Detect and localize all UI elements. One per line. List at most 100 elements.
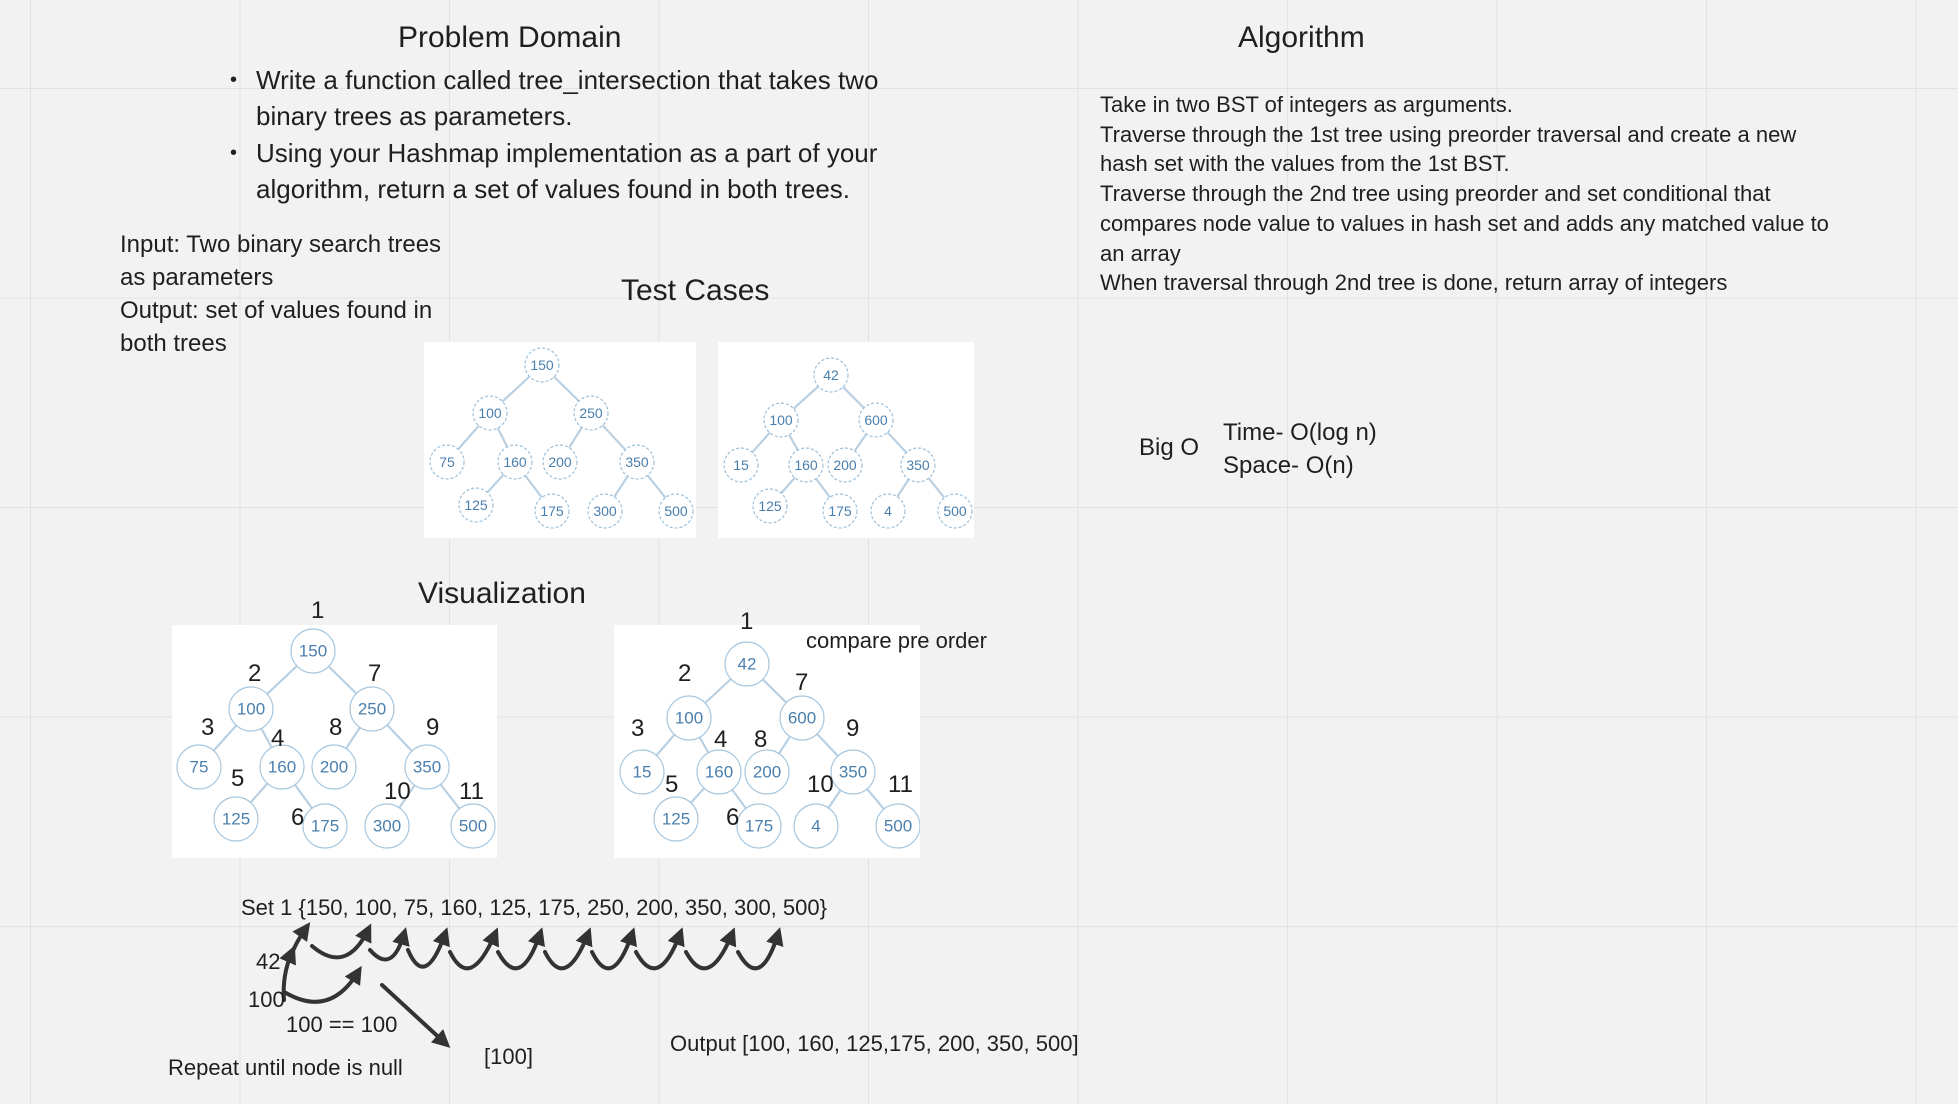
tree-node: 75 bbox=[429, 444, 465, 480]
tree-node-label: 600 bbox=[788, 709, 816, 728]
tree-node-label: 200 bbox=[548, 454, 572, 470]
tree-node: 125 bbox=[653, 796, 699, 842]
tree-node: 350 bbox=[900, 447, 936, 483]
tree-node-label: 500 bbox=[884, 817, 912, 836]
order-label: 1 bbox=[311, 597, 325, 624]
tree-node-label: 75 bbox=[190, 758, 209, 777]
order-label: 7 bbox=[795, 669, 809, 696]
test-tree-1-diagram: 150 100 250 75 160 200 350 125 175 300 500 bbox=[429, 347, 694, 529]
tree-node: 100 bbox=[472, 395, 508, 431]
tree-node-label: 250 bbox=[358, 700, 386, 719]
order-label: 11 bbox=[888, 771, 913, 798]
tree-node: 250 bbox=[349, 686, 395, 732]
tree-node-label: 200 bbox=[833, 457, 857, 473]
tree-node: 42 bbox=[724, 641, 770, 687]
tree-node-label: 100 bbox=[237, 700, 265, 719]
tree-node: 100 bbox=[666, 695, 712, 741]
tree-node: 175 bbox=[736, 803, 782, 849]
tree-node: 175 bbox=[534, 493, 570, 529]
arrow-175-to-250 bbox=[543, 927, 593, 971]
tree-node-label: 300 bbox=[593, 503, 617, 519]
tree-node: 250 bbox=[573, 395, 609, 431]
tree-node: 350 bbox=[619, 444, 655, 480]
tree-node: 150 bbox=[524, 347, 560, 383]
test-tree-2-panel: 42 100 600 15 160 200 350 125 175 4 500 bbox=[718, 342, 974, 538]
arrow-250-to-200 bbox=[590, 927, 637, 971]
equality-note: 100 == 100 bbox=[286, 1012, 398, 1037]
tree-node: 160 bbox=[788, 447, 824, 483]
tree-node: 600 bbox=[779, 695, 825, 741]
tree-node-label: 350 bbox=[839, 763, 867, 782]
tree-node: 600 bbox=[858, 402, 894, 438]
tree-node-label: 350 bbox=[413, 758, 441, 777]
tree-node-label: 100 bbox=[769, 412, 793, 428]
tree-node-label: 75 bbox=[439, 454, 455, 470]
big-o-values: Time- O(log n) Space- O(n) bbox=[1223, 416, 1377, 482]
test-tree-2-diagram: 42 100 600 15 160 200 350 125 175 4 500 bbox=[723, 357, 973, 529]
tree-node-label: 160 bbox=[705, 763, 733, 782]
tree-node-label: 350 bbox=[906, 457, 930, 473]
tree-node: 200 bbox=[542, 444, 578, 480]
algorithm-step-4: When traversal through 2nd tree is done,… bbox=[1100, 270, 1728, 296]
big-o-label: Big O bbox=[1139, 434, 1200, 461]
tree-node-label: 150 bbox=[530, 357, 554, 373]
arrow-75-to-160 bbox=[406, 927, 450, 969]
tree-node-label: 500 bbox=[664, 503, 688, 519]
tree-node: 4 bbox=[870, 493, 906, 529]
result-array: [100] bbox=[484, 1044, 533, 1069]
tree-node-label: 15 bbox=[733, 457, 749, 473]
tree-node: 75 bbox=[176, 744, 222, 790]
big-o-time: Time- O(log n) bbox=[1223, 419, 1377, 446]
order-label: 10 bbox=[807, 771, 834, 798]
tree-node-label: 160 bbox=[268, 758, 296, 777]
arrow-match-to-result bbox=[380, 983, 451, 1048]
algorithm-step-3: Traverse through the 2nd tree using preo… bbox=[1100, 181, 1829, 266]
arrow-100-to-75 bbox=[368, 927, 410, 962]
tree-node-label: 4 bbox=[884, 503, 892, 519]
order-label: 7 bbox=[368, 660, 382, 687]
tree-node-label: 15 bbox=[633, 763, 652, 782]
tree-node: 160 bbox=[696, 749, 742, 795]
order-label: 5 bbox=[665, 771, 679, 798]
algorithm-step-1: Take in two BST of integers as arguments… bbox=[1100, 92, 1513, 117]
order-label: 8 bbox=[754, 726, 768, 753]
tree-node-label: 500 bbox=[943, 503, 967, 519]
tree-node: 100 bbox=[763, 402, 799, 438]
tree-node: 125 bbox=[752, 488, 788, 524]
tree-node-label: 125 bbox=[662, 810, 690, 829]
tree-node-label: 350 bbox=[625, 454, 649, 470]
label-100: 100 bbox=[248, 987, 285, 1012]
tree-node-label: 300 bbox=[373, 817, 401, 836]
tree-node: 15 bbox=[619, 749, 665, 795]
tree-node-label: 150 bbox=[299, 642, 327, 661]
viz-tree-1-panel: 150 100 250 75 160 200 350 125 175 300 500 bbox=[172, 625, 497, 858]
order-label: 4 bbox=[271, 725, 285, 752]
tree-node: 500 bbox=[937, 493, 973, 529]
order-label: 3 bbox=[631, 715, 645, 742]
algorithm-heading: Algorithm bbox=[1238, 21, 1365, 54]
arrow-200-to-350 bbox=[634, 927, 685, 971]
tree-node-label: 160 bbox=[503, 454, 527, 470]
tree-node-label: 4 bbox=[811, 817, 820, 836]
tree-node-label: 175 bbox=[745, 817, 773, 836]
order-label: 1 bbox=[740, 608, 754, 635]
compare-note: compare pre order bbox=[806, 628, 987, 653]
tree-node-label: 42 bbox=[738, 655, 757, 674]
output-line: Output [100, 160, 125,175, 200, 350, 500… bbox=[670, 1031, 1079, 1056]
arrow-300-to-500 bbox=[736, 927, 784, 971]
bullet-item-1: Write a function called tree_intersectio… bbox=[230, 62, 926, 134]
tree-node: 160 bbox=[259, 744, 305, 790]
tree-node: 500 bbox=[875, 803, 920, 849]
tree-node-label: 125 bbox=[464, 497, 488, 513]
tree-node: 15 bbox=[723, 447, 759, 483]
order-label: 11 bbox=[459, 778, 484, 805]
tree-node: 175 bbox=[302, 803, 348, 849]
tree-node-label: 175 bbox=[311, 817, 339, 836]
test-tree-1-panel: 150 100 250 75 160 200 350 125 175 300 500 bbox=[424, 342, 696, 538]
order-label: 6 bbox=[726, 804, 740, 831]
problem-domain-heading: Problem Domain bbox=[398, 21, 622, 54]
order-label: 10 bbox=[384, 778, 411, 805]
big-o-space: Space- O(n) bbox=[1223, 452, 1354, 479]
